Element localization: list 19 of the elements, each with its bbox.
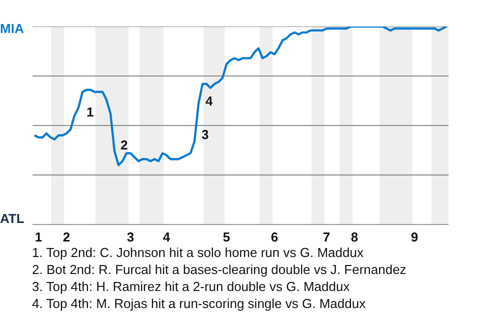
x-tick-label: 2 xyxy=(62,230,70,244)
text: 1. Top 2nd: C. Johnson hit a solo home run vs G. Maddux xyxy=(32,245,364,260)
annotation: 1 xyxy=(86,104,94,120)
x-tick-label: 9 xyxy=(410,230,418,244)
text: ATL xyxy=(0,210,24,228)
x-tick-label: 7 xyxy=(322,230,330,244)
annotation: 2 xyxy=(120,138,128,153)
x-tick-label: 3 xyxy=(126,230,134,244)
x-tick-label: 5 xyxy=(222,230,230,244)
annotation: 3 xyxy=(202,127,209,142)
text: 4. Top 4th: M. Rojas hit a run-scoring single vs G. Maddux xyxy=(32,296,366,311)
text: 3. Top 4th: H. Ramirez hit a 2-run double vs G. Maddux xyxy=(32,279,350,294)
annotation: 4 xyxy=(206,93,214,108)
text: MIA xyxy=(0,20,24,38)
x-tick-label: 1 xyxy=(34,230,42,244)
text: 2. Bot 2nd: R. Furcal hit a bases-clearing double vs J. Fernandez xyxy=(32,262,406,277)
x-tick-label: 4 xyxy=(162,230,171,244)
x-tick-label: 8 xyxy=(350,230,358,244)
x-tick-label: 6 xyxy=(270,230,278,244)
